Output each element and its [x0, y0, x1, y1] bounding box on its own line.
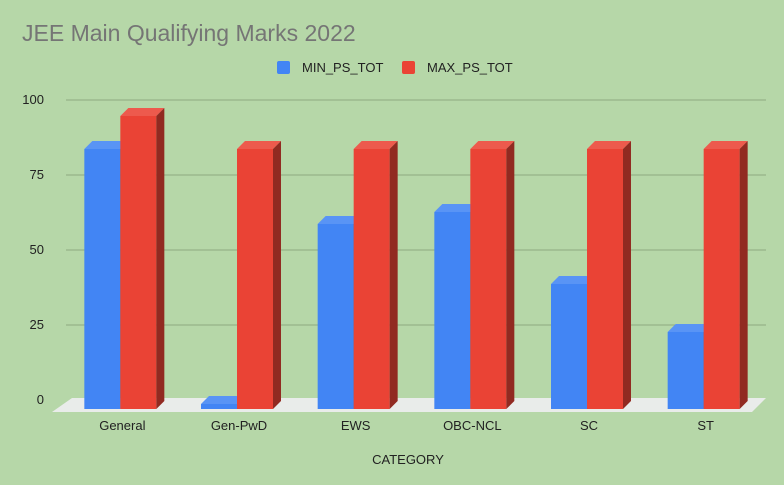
legend-item-min: MIN_PS_TOT — [277, 60, 383, 75]
bar-front — [470, 149, 507, 409]
bar-front — [587, 149, 623, 409]
bar-front — [201, 404, 237, 409]
bar-side — [273, 141, 281, 409]
bar-front — [551, 284, 587, 409]
bar-top — [667, 324, 712, 332]
bar-side — [389, 141, 398, 409]
bar-general-max — [120, 108, 165, 409]
bar-front — [703, 149, 740, 409]
bar-sc-max — [587, 141, 631, 409]
bar-side — [506, 141, 515, 409]
bar-top — [201, 396, 245, 404]
bar-top — [237, 141, 281, 149]
chart-title: JEE Main Qualifying Marks 2022 — [22, 20, 356, 46]
bar-side — [623, 141, 631, 409]
legend-item-max: MAX_PS_TOT — [402, 60, 513, 75]
bar-top — [353, 141, 398, 149]
x-tick-label: General — [99, 418, 145, 433]
bar-top — [317, 216, 362, 224]
bar-top — [434, 204, 479, 212]
legend: MIN_PS_TOT MAX_PS_TOT — [0, 60, 784, 80]
bar-front — [317, 224, 354, 409]
y-tick-label: 75 — [30, 167, 44, 182]
bar-top — [84, 141, 129, 149]
gridlines — [66, 99, 766, 326]
bar-side — [739, 141, 748, 409]
bars — [84, 108, 748, 409]
bar-top — [551, 276, 595, 284]
x-axis-ticks: General Gen-PwD EWS OBC-NCL SC ST — [99, 418, 714, 433]
legend-label-min: MIN_PS_TOT — [302, 60, 384, 75]
bar-front — [667, 332, 704, 409]
bar-front — [120, 116, 157, 409]
legend-label-max: MAX_PS_TOT — [427, 60, 513, 75]
bar-st-max — [703, 141, 748, 409]
x-tick-label: EWS — [341, 418, 371, 433]
y-tick-label: 50 — [30, 242, 44, 257]
x-tick-label: SC — [580, 418, 598, 433]
x-tick-label: Gen-PwD — [211, 418, 267, 433]
bar-top — [703, 141, 748, 149]
bar-top — [587, 141, 631, 149]
y-tick-label: 0 — [37, 392, 44, 407]
bar-gen-pwd-max — [237, 141, 281, 409]
bar-front — [434, 212, 471, 409]
bar-front — [353, 149, 390, 409]
y-tick-label: 100 — [22, 92, 44, 107]
bar-side — [156, 108, 165, 409]
bar-top — [120, 108, 165, 116]
bar-ews-max — [353, 141, 398, 409]
legend-swatch-min — [277, 61, 290, 74]
bar-front — [237, 149, 273, 409]
x-tick-label: OBC-NCL — [443, 418, 502, 433]
legend-swatch-max — [402, 61, 415, 74]
y-axis-ticks: 0 25 50 75 100 — [22, 92, 44, 407]
y-tick-label: 25 — [30, 317, 44, 332]
bar-obc-ncl-max — [470, 141, 515, 409]
x-axis-title: CATEGORY — [372, 452, 444, 467]
x-tick-label: ST — [697, 418, 714, 433]
bar-front — [84, 149, 121, 409]
bar-top — [470, 141, 515, 149]
